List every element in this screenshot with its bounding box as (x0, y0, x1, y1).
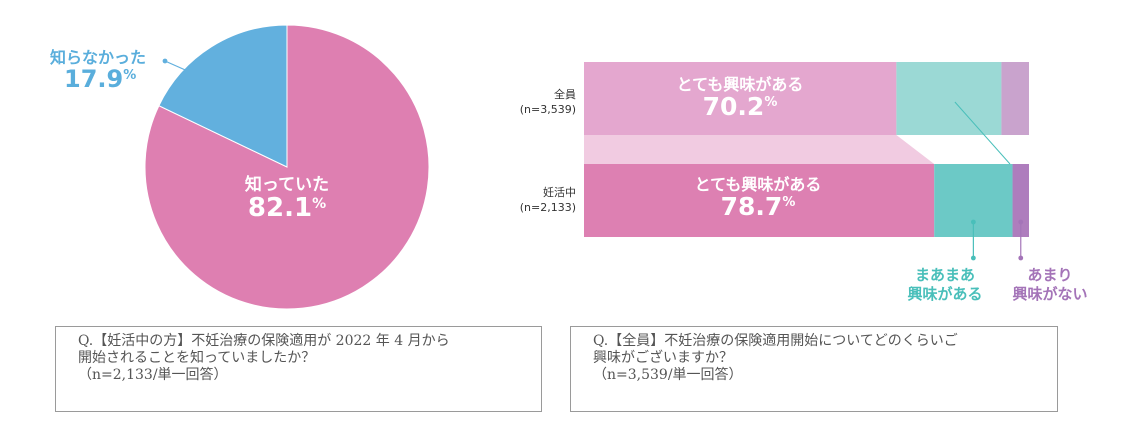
pie-label-knew-pct: % (312, 195, 327, 212)
question-bar-line2: 興味がございますか？ (593, 349, 733, 366)
bar-label-preg-very-name: とても興味がある (694, 175, 822, 194)
bar-segment-preg-not (1012, 164, 1029, 237)
legend-not-dot-top (1018, 219, 1024, 225)
pie-label-knew-value: 82.1 (247, 192, 313, 223)
bar-segment-all-somewhat (896, 62, 1002, 135)
legend-somewhat-dot-top (970, 219, 976, 225)
bar-somewhat-guide (954, 101, 1011, 165)
bar-row-label-preg-name: 妊活中 (543, 186, 576, 199)
legend-somewhat: まあまあ 興味がある (898, 266, 992, 304)
question-bar-line3: （n=3,539/単一回答） (593, 366, 743, 383)
bar-row-label-all-n: (n=3,539) (519, 102, 576, 116)
question-box-pie: Q.【妊活中の方】不妊治療の保険適用が 2022 年 4 月から 開始されること… (55, 326, 542, 412)
bar-label-all-very-name: とても興味がある (676, 75, 804, 94)
legend-somewhat-line2: 興味がある (907, 284, 983, 303)
bar-segment-all-very (584, 62, 897, 135)
question-pie-line2: 開始されることを知っていましたか？ (78, 349, 316, 366)
pie-label-didnt-value: 17.9 (64, 64, 124, 93)
bar-label-preg-very-value: 78.7 (720, 191, 783, 221)
bar-label-preg-very-pct: % (782, 194, 796, 210)
pie-label-didnt-pct: % (123, 67, 137, 83)
bar-row-label-all: 全員 (n=3,539) (490, 88, 576, 118)
legend-somewhat-dot-bottom (970, 255, 976, 261)
legend-not-very: あまり 興味がない (1004, 266, 1096, 304)
pie-label-didnt: 知らなかった 17.9% (50, 48, 170, 93)
pie-chart (144, 24, 430, 310)
bar-label-all-very: とても興味がある 70.2% (660, 75, 820, 121)
bar-segment-preg-very (584, 164, 935, 237)
pie-slice-didnt (158, 24, 288, 168)
bar-segment-all-not (1001, 62, 1029, 135)
bar-row-label-preg-n: (n=2,133) (519, 200, 576, 214)
question-bar-line1: Q.【全員】不妊治療の保険適用開始についてどのくらいご (593, 333, 958, 349)
pie-label-knew-name: 知っていた (244, 175, 330, 195)
pie-leader-dot-start (162, 58, 168, 64)
pie-label-knew: 知っていた 82.1% (228, 175, 346, 223)
bar-label-all-very-value: 70.2 (702, 91, 765, 121)
legend-somewhat-line1: まあまあ (914, 266, 975, 284)
bar-connector-band (584, 135, 935, 164)
bar-label-preg-very: とても興味がある 78.7% (678, 175, 838, 221)
stacked-bar-chart (584, 62, 1029, 261)
question-pie-line3: （n=2,133/単一回答） (78, 366, 228, 383)
bar-row-label-preg: 妊活中 (n=2,133) (490, 186, 576, 216)
bar-label-all-very-pct: % (764, 94, 778, 110)
pie-leader-line (164, 60, 242, 96)
question-box-bar: Q.【全員】不妊治療の保険適用開始についてどのくらいご 興味がございますか？ （… (570, 326, 1058, 412)
pie-label-didnt-name: 知らなかった (50, 48, 147, 67)
legend-not-dot-bottom (1018, 255, 1024, 261)
legend-not-very-line1: あまり (1027, 266, 1073, 284)
pie-leader-dot-end (239, 92, 244, 98)
legend-not-very-line2: 興味がない (1012, 284, 1088, 303)
question-pie-line1: Q.【妊活中の方】不妊治療の保険適用が 2022 年 4 月から (78, 333, 450, 349)
bar-row-label-all-name: 全員 (554, 88, 576, 101)
